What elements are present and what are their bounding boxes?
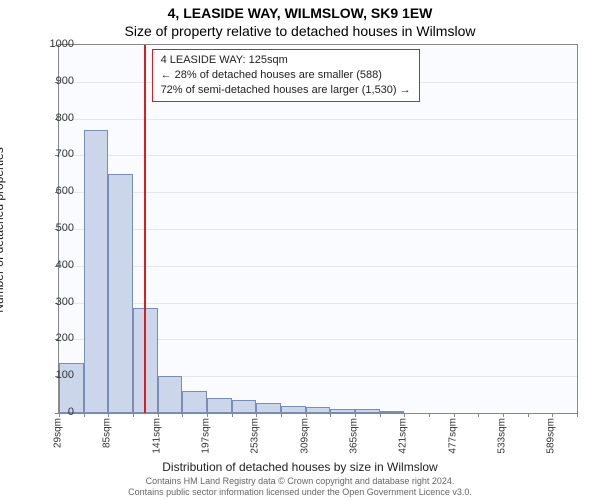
xtick-mark <box>207 413 208 417</box>
xtick-mark <box>454 413 455 417</box>
ytick-label: 100 <box>34 369 74 381</box>
chart-container: 4, LEASIDE WAY, WILMSLOW, SK9 1EW Size o… <box>0 0 600 500</box>
xtick-mark <box>158 413 159 417</box>
gridline <box>59 192 577 193</box>
histogram-bar <box>306 407 331 413</box>
xtick-label: 365sqm <box>349 418 360 454</box>
x-axis-title: Distribution of detached houses by size … <box>0 460 600 474</box>
histogram-bar <box>281 406 306 413</box>
xtick-mark <box>478 413 479 417</box>
xtick-mark <box>528 413 529 417</box>
histogram-bar <box>330 409 355 413</box>
footer-line1: Contains HM Land Registry data © Crown c… <box>0 476 600 487</box>
xtick-label: 477sqm <box>447 418 458 454</box>
xtick-mark <box>404 413 405 417</box>
annotation-line3: 72% of semi-detached houses are larger (… <box>161 83 411 98</box>
ytick-label: 500 <box>34 222 74 234</box>
ytick-label: 900 <box>34 75 74 87</box>
xtick-label: 141sqm <box>151 418 162 454</box>
ytick-label: 800 <box>34 112 74 124</box>
ytick-label: 600 <box>34 185 74 197</box>
histogram-bar <box>355 409 380 413</box>
xtick-mark <box>306 413 307 417</box>
xtick-label: 421sqm <box>398 418 409 454</box>
ytick-label: 400 <box>34 259 74 271</box>
xtick-mark <box>380 413 381 417</box>
annotation-line1: 4 LEASIDE WAY: 125sqm <box>161 53 411 68</box>
histogram-bar <box>108 174 133 413</box>
plot-area: 4 LEASIDE WAY: 125sqm← 28% of detached h… <box>58 44 578 414</box>
xtick-label: 85sqm <box>102 418 113 448</box>
histogram-bar <box>158 376 183 413</box>
ytick-label: 300 <box>34 296 74 308</box>
xtick-label: 309sqm <box>299 418 310 454</box>
xtick-mark <box>577 413 578 417</box>
xtick-mark <box>429 413 430 417</box>
footer: Contains HM Land Registry data © Crown c… <box>0 476 600 498</box>
histogram-bar <box>84 130 109 413</box>
xtick-mark <box>256 413 257 417</box>
plot-wrap: 4 LEASIDE WAY: 125sqm← 28% of detached h… <box>58 44 578 414</box>
xtick-label: 197sqm <box>201 418 212 454</box>
histogram-bar <box>256 403 281 413</box>
histogram-bar <box>182 391 207 413</box>
y-axis-title: Number of detached properties <box>0 147 6 312</box>
xtick-mark <box>108 413 109 417</box>
xtick-mark <box>133 413 134 417</box>
gridline <box>59 119 577 120</box>
subtitle: Size of property relative to detached ho… <box>0 21 600 39</box>
ytick-label: 700 <box>34 148 74 160</box>
ytick-label: 1000 <box>34 38 74 50</box>
xtick-mark <box>552 413 553 417</box>
xtick-mark <box>84 413 85 417</box>
footer-line2: Contains public sector information licen… <box>0 487 600 498</box>
xtick-label: 253sqm <box>250 418 261 454</box>
ytick-label: 200 <box>34 332 74 344</box>
xtick-mark <box>355 413 356 417</box>
address-title: 4, LEASIDE WAY, WILMSLOW, SK9 1EW <box>0 0 600 21</box>
gridline <box>59 155 577 156</box>
histogram-bar <box>232 400 257 413</box>
xtick-label: 533sqm <box>497 418 508 454</box>
xtick-mark <box>330 413 331 417</box>
gridline <box>59 229 577 230</box>
gridline <box>59 303 577 304</box>
xtick-label: 29sqm <box>53 418 64 448</box>
annotation-box: 4 LEASIDE WAY: 125sqm← 28% of detached h… <box>152 49 420 102</box>
gridline <box>59 266 577 267</box>
annotation-line2: ← 28% of detached houses are smaller (58… <box>161 68 411 83</box>
xtick-mark <box>232 413 233 417</box>
histogram-bar <box>207 398 232 413</box>
histogram-bar <box>380 411 405 413</box>
property-marker-line <box>144 45 146 413</box>
xtick-mark <box>281 413 282 417</box>
xtick-mark <box>503 413 504 417</box>
ytick-label: 0 <box>34 406 74 418</box>
xtick-mark <box>182 413 183 417</box>
xtick-label: 589sqm <box>546 418 557 454</box>
